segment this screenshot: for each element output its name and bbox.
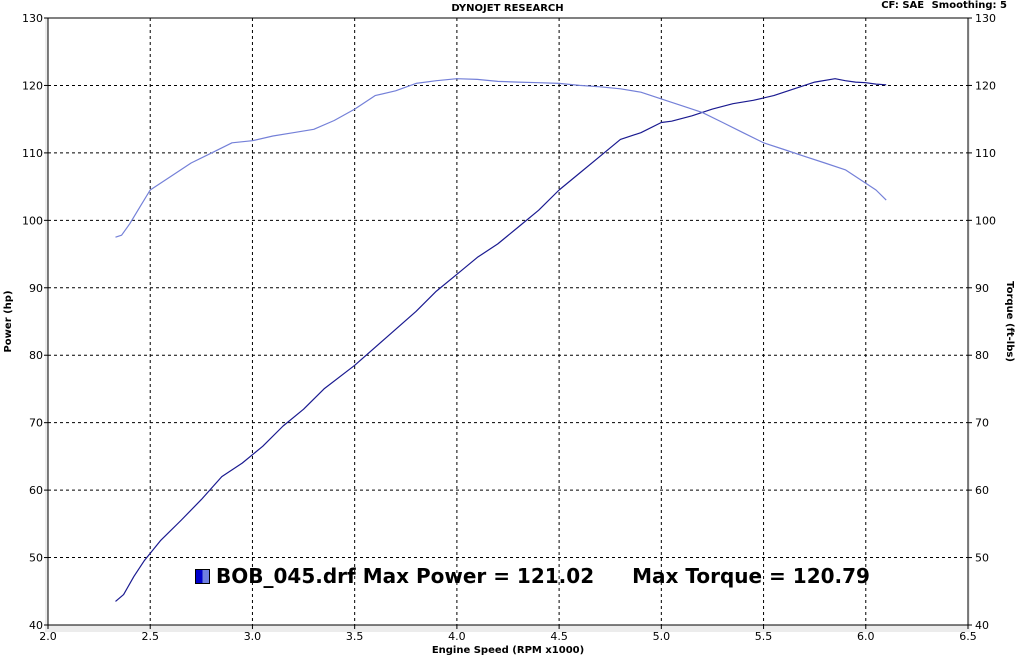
power-curve: [115, 78, 887, 602]
y-tick-label-left: 90: [29, 282, 43, 295]
legend-filename: BOB_045.drf: [216, 564, 356, 588]
plot-area: [47, 17, 969, 626]
y-tick-label-right: 110: [975, 147, 996, 160]
x-tick-label: 4.5: [550, 630, 568, 643]
torque-curve: [115, 78, 887, 238]
y-tick-label-left: 120: [22, 79, 43, 92]
y-tick-label-right: 70: [975, 417, 989, 430]
x-axis-label: Engine Speed (RPM x1000): [432, 645, 584, 656]
y-tick-label-left: 110: [22, 147, 43, 160]
legend-max-power: Max Power = 121.02: [362, 564, 595, 588]
correction-info: CF: SAE Smoothing: 5: [877, 0, 1007, 11]
x-tick-label: 6.0: [857, 630, 875, 643]
y-tick-label-left: 40: [29, 619, 43, 632]
legend: BOB_045.drf Max Power = 121.02 Max Torqu…: [195, 564, 870, 588]
y-tick-label-right: 90: [975, 282, 989, 295]
y-tick-label-right: 120: [975, 79, 996, 92]
x-tick-label: 5.5: [755, 630, 773, 643]
y-tick-label-left: 60: [29, 484, 43, 497]
y-tick-label-right: 40: [975, 619, 989, 632]
y-tick-label-left: 80: [29, 349, 43, 362]
y-tick-label-right: 130: [975, 12, 996, 25]
y-tick-label-right: 100: [975, 214, 996, 227]
x-tick-label: 4.0: [448, 630, 466, 643]
smoothing-setting: Smoothing: 5: [931, 0, 1007, 11]
y-axis-label-left: Power (hp): [3, 290, 14, 352]
y-tick-label-left: 100: [22, 214, 43, 227]
x-tick-label: 3.5: [346, 630, 364, 643]
grid-lines: [44, 17, 972, 629]
chart-title: DYNOJET RESEARCH: [451, 3, 564, 14]
x-tick-label: 2.5: [141, 630, 159, 643]
correction-factor: CF: SAE: [881, 0, 925, 11]
y-tick-label-right: 60: [975, 484, 989, 497]
y-tick-label-left: 50: [29, 552, 43, 565]
x-tick-label: 3.0: [244, 630, 262, 643]
y-tick-label-right: 50: [975, 552, 989, 565]
x-tick-label: 2.0: [39, 630, 57, 643]
y-tick-label-right: 80: [975, 349, 989, 362]
legend-max-torque: Max Torque = 120.79: [632, 564, 870, 588]
series-layer: [115, 78, 887, 602]
y-tick-label-left: 70: [29, 417, 43, 430]
y-axis-label-right: Torque (ft-lbs): [1004, 281, 1015, 362]
y-tick-label-left: 130: [22, 12, 43, 25]
x-tick-label: 5.0: [653, 630, 671, 643]
x-tick-label: 6.5: [959, 630, 977, 643]
legend-swatch-icon: [195, 568, 210, 584]
